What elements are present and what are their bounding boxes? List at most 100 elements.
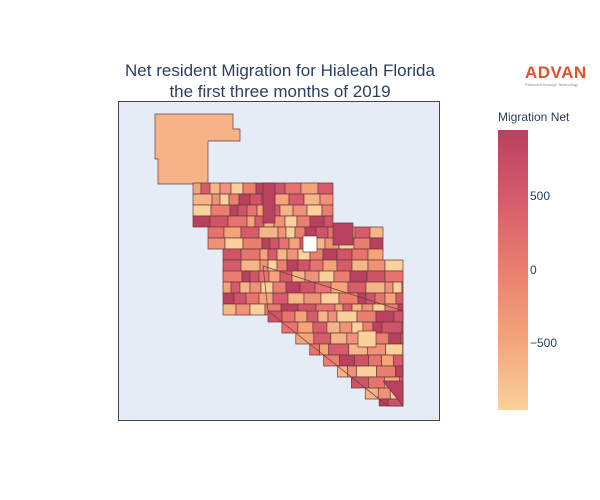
tract-171[interactable] [295,332,315,345]
tract-107[interactable] [384,270,404,283]
tract-35[interactable] [227,215,248,228]
tract-73[interactable] [267,248,278,261]
tract-15[interactable] [238,193,251,206]
tract-43[interactable] [323,215,334,228]
tract-86[interactable] [276,259,288,272]
tract-34[interactable] [209,215,229,228]
tract-186[interactable] [339,354,355,367]
tract-88[interactable] [297,259,311,272]
tract-20[interactable] [303,193,321,206]
tract-northwest[interactable] [154,113,241,185]
tract-189[interactable] [381,354,394,367]
tract-52[interactable] [315,226,329,239]
tract-106[interactable] [366,270,386,283]
tract-153[interactable] [294,310,308,323]
tract-117[interactable] [330,281,349,294]
tract-36[interactable] [246,215,256,228]
tract-104[interactable] [333,270,351,283]
tract-46[interactable] [240,226,260,239]
tract-112[interactable] [260,281,274,294]
tract-79[interactable] [336,248,353,261]
tract-209[interactable] [357,330,377,348]
tract-101[interactable] [291,270,306,283]
tract-2[interactable] [209,182,221,195]
tract-31[interactable] [306,204,323,217]
tract-138[interactable] [235,303,251,316]
tract-18[interactable] [274,193,290,206]
tract-45[interactable] [223,226,242,239]
tract-120[interactable] [384,281,394,294]
tract-133[interactable] [365,292,376,305]
tract-68[interactable] [353,237,371,250]
tract-40[interactable] [284,215,298,228]
tract-173[interactable] [330,332,348,345]
tract-90[interactable] [322,259,338,272]
tract-154[interactable] [306,310,319,323]
tract-187[interactable] [354,354,369,367]
tract-10[interactable] [317,182,334,195]
tract-44[interactable] [207,226,225,239]
tract-92[interactable] [351,259,369,272]
tract-191[interactable] [337,365,348,378]
tract-72[interactable] [259,248,269,261]
tract-49[interactable] [285,226,296,239]
tract-97[interactable] [249,270,260,283]
tract-159[interactable] [375,310,395,323]
tract-30[interactable] [292,204,308,217]
tract-14[interactable] [228,193,240,206]
tract-152[interactable] [281,310,296,323]
tract-42[interactable] [309,215,325,228]
tract-109[interactable] [230,281,241,294]
tract-190[interactable] [393,354,404,367]
tract-93[interactable] [367,259,386,272]
tract-99[interactable] [268,270,281,283]
tract-172[interactable] [313,332,332,345]
tract-62[interactable] [278,237,290,250]
tract-1[interactable] [200,182,211,195]
tract-108[interactable] [222,281,232,294]
tract-89[interactable] [309,259,324,272]
tract-177[interactable] [388,332,402,345]
tract-56[interactable] [369,226,384,239]
tract-100[interactable] [279,270,293,283]
tract-70[interactable] [222,248,242,261]
tract-128[interactable] [287,292,305,305]
tract-129[interactable] [303,292,322,305]
tract-southeast-tip[interactable] [382,380,404,407]
tract-162[interactable] [297,321,314,334]
tract-115[interactable] [299,281,316,294]
tract-63[interactable] [288,237,301,250]
tract-194[interactable] [376,365,396,378]
tract-165[interactable] [339,321,353,334]
tract-195[interactable] [395,365,404,378]
tract-181[interactable] [328,343,350,356]
tract-158[interactable] [356,310,377,323]
tract-84[interactable] [259,259,269,272]
tract-75[interactable] [286,248,299,261]
tract-110[interactable] [239,281,251,294]
tract-96[interactable] [241,270,251,283]
tract-25[interactable] [237,204,248,217]
tract-16[interactable] [249,193,263,206]
tract-5[interactable] [242,182,257,195]
tract-118[interactable] [347,281,367,294]
tract-69[interactable] [369,237,384,250]
tract-57[interactable] [207,237,226,250]
tract-48[interactable] [277,226,287,239]
tract-74[interactable] [276,248,288,261]
tract-124[interactable] [233,292,247,305]
tract-41[interactable] [296,215,311,228]
tract-155[interactable] [317,310,329,323]
tract-78[interactable] [322,248,338,261]
tract-71[interactable] [240,248,261,261]
tract-184[interactable] [385,343,404,356]
tract-114[interactable] [285,281,301,294]
tract-13[interactable] [219,193,230,206]
tract-208[interactable] [302,235,318,253]
tract-113[interactable] [272,281,287,294]
tract-26[interactable] [246,204,258,217]
tract-163[interactable] [312,321,328,334]
tract-135[interactable] [384,292,397,305]
tract-91[interactable] [336,259,353,272]
tract-131[interactable] [338,292,359,305]
